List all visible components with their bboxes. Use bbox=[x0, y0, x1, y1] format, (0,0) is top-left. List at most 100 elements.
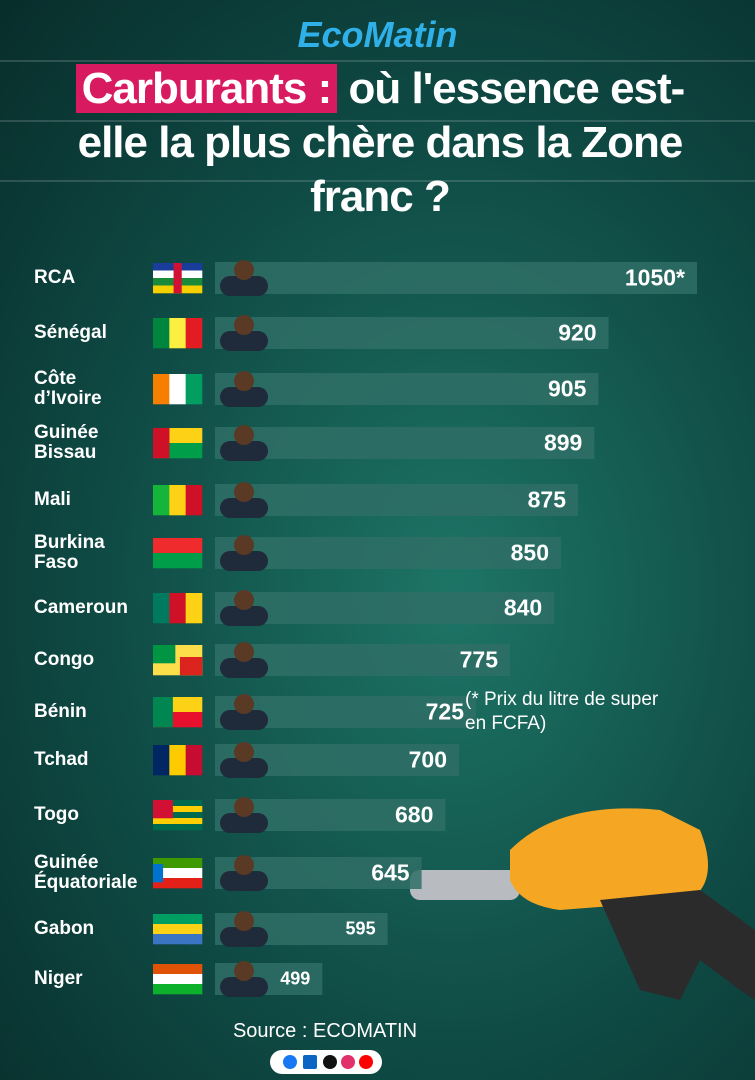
category-label: Tchad bbox=[34, 749, 89, 770]
flag-stripe bbox=[169, 593, 186, 624]
portrait-body bbox=[220, 331, 268, 351]
value-label: 680 bbox=[395, 801, 434, 828]
flag-stripe bbox=[179, 657, 203, 676]
flag bbox=[153, 645, 203, 676]
flag bbox=[153, 485, 203, 516]
value-label: 700 bbox=[408, 746, 447, 773]
flag-stripe bbox=[153, 806, 203, 813]
portrait-body bbox=[220, 551, 268, 571]
flag bbox=[153, 745, 203, 776]
portrait bbox=[220, 742, 268, 778]
portrait-body bbox=[220, 276, 268, 296]
flag-stripe bbox=[153, 924, 203, 935]
portrait bbox=[220, 694, 268, 730]
portrait-head bbox=[234, 371, 254, 391]
category-label: Guinée Équatoriale bbox=[34, 852, 138, 893]
category-label: Bénin bbox=[34, 701, 87, 722]
portrait bbox=[220, 260, 268, 296]
flag-stripe bbox=[153, 745, 170, 776]
portrait-body bbox=[220, 927, 268, 947]
portrait bbox=[220, 425, 268, 461]
flag bbox=[153, 538, 203, 569]
flag-stripe bbox=[153, 812, 203, 819]
brand: EcoMatin bbox=[297, 14, 458, 55]
portrait-head bbox=[234, 742, 254, 762]
portrait bbox=[220, 315, 268, 351]
portrait bbox=[220, 911, 268, 947]
value-label: 499 bbox=[280, 968, 311, 989]
portrait-head bbox=[234, 482, 254, 502]
category-label: Guinée Bissau bbox=[34, 422, 99, 463]
portrait-body bbox=[220, 813, 268, 833]
flag-stripe bbox=[153, 485, 170, 516]
flag bbox=[153, 964, 203, 995]
portrait-body bbox=[220, 498, 268, 518]
portrait-head bbox=[234, 855, 254, 875]
portrait-body bbox=[220, 441, 268, 461]
flag-stripe bbox=[153, 800, 173, 819]
flag bbox=[153, 428, 203, 459]
portrait-body bbox=[220, 658, 268, 678]
value-label: 920 bbox=[558, 319, 597, 346]
portrait-head bbox=[234, 797, 254, 817]
portrait bbox=[220, 590, 268, 626]
portrait-body bbox=[220, 387, 268, 407]
value-label: 1050* bbox=[624, 264, 685, 291]
portrait bbox=[220, 797, 268, 833]
portrait-head bbox=[234, 590, 254, 610]
portrait bbox=[220, 855, 268, 891]
flag-stripe bbox=[153, 824, 203, 831]
flag bbox=[153, 593, 203, 624]
flag bbox=[153, 914, 203, 945]
flag-stripe bbox=[169, 745, 186, 776]
flag-stripe bbox=[153, 934, 203, 945]
decor-grid bbox=[0, 60, 755, 182]
portrait bbox=[220, 482, 268, 518]
portrait bbox=[220, 371, 268, 407]
flag-stripe bbox=[153, 553, 203, 569]
portrait-body bbox=[220, 606, 268, 626]
category-label: Mali bbox=[34, 489, 71, 510]
category-label: Congo bbox=[34, 649, 95, 670]
value-label: 899 bbox=[543, 429, 583, 456]
flag-stripe bbox=[153, 864, 164, 883]
value-label: 840 bbox=[503, 594, 543, 621]
category-label: Cameroun bbox=[34, 597, 128, 618]
bar bbox=[215, 537, 561, 569]
social-icons bbox=[270, 1050, 382, 1074]
flag-stripe bbox=[185, 485, 203, 516]
bar bbox=[215, 317, 609, 349]
flag-stripe bbox=[169, 374, 186, 405]
title-text: où l'essence est-elle la plus chère dans… bbox=[77, 64, 686, 221]
flag-stripe bbox=[153, 858, 203, 869]
portrait-head bbox=[234, 315, 254, 335]
flag-stripe bbox=[153, 868, 203, 879]
value-label: 725 bbox=[425, 698, 464, 725]
portrait-body bbox=[220, 758, 268, 778]
value-label: 775 bbox=[459, 646, 498, 673]
flag-stripe bbox=[185, 374, 203, 405]
portrait-body bbox=[220, 977, 268, 997]
value-label: 595 bbox=[345, 918, 376, 939]
category-label: Côte d’Ivoire bbox=[34, 368, 102, 409]
category-label: Burkina Faso bbox=[34, 532, 105, 573]
flag bbox=[153, 800, 203, 831]
flag bbox=[153, 318, 203, 349]
category-label: Togo bbox=[34, 804, 80, 825]
flag bbox=[153, 374, 203, 405]
bar bbox=[215, 592, 555, 624]
portrait-head bbox=[234, 911, 254, 931]
portrait bbox=[220, 535, 268, 571]
flag-stripe bbox=[185, 593, 203, 624]
portrait-head bbox=[234, 260, 254, 280]
flag-stripe bbox=[169, 318, 186, 349]
portrait-body bbox=[220, 871, 268, 891]
value-label: 905 bbox=[548, 375, 587, 402]
portrait bbox=[220, 642, 268, 678]
flag bbox=[153, 858, 203, 889]
flag-stripe bbox=[153, 964, 203, 975]
bar bbox=[215, 373, 599, 405]
portrait bbox=[220, 961, 268, 997]
value-label: 645 bbox=[371, 859, 410, 886]
